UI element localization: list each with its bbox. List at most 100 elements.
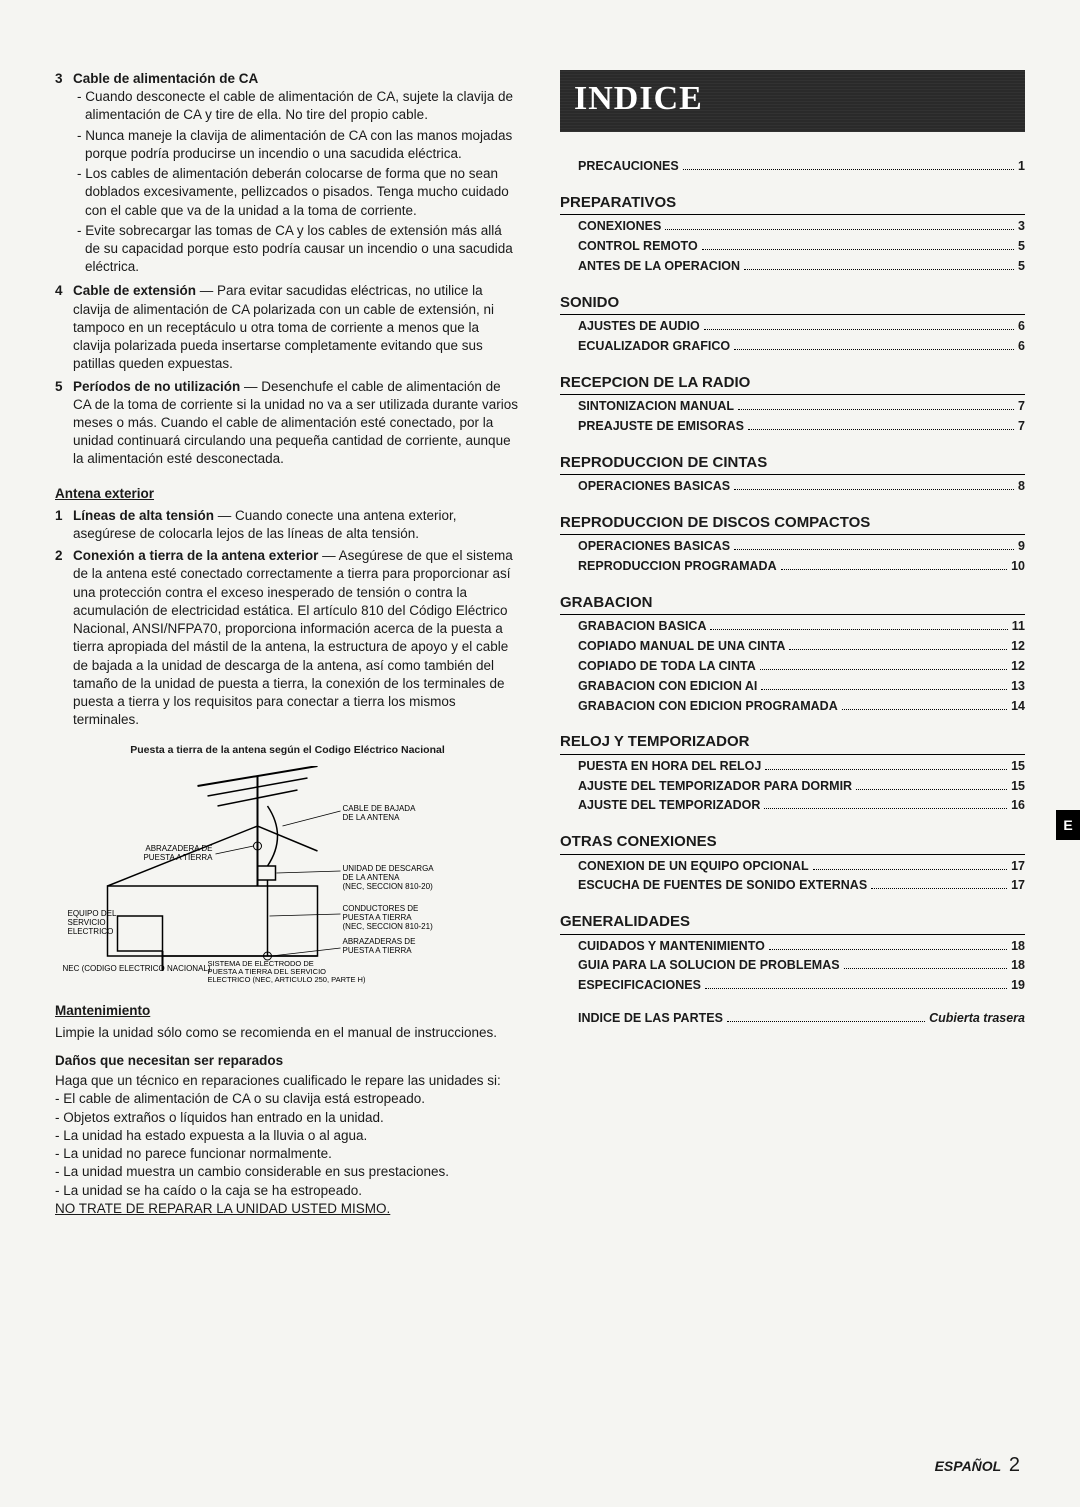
danos-bullet: - El cable de alimentación de CA o su cl… [55, 1090, 520, 1108]
toc-line: GUIA PARA LA SOLUCION DE PROBLEMAS 18 [560, 957, 1025, 974]
toc-page: Cubierta trasera [929, 1010, 1025, 1027]
toc-dots [813, 869, 1008, 870]
toc-label: ESCUCHA DE FUENTES DE SONIDO EXTERNAS [578, 877, 867, 894]
lbl-cable: CABLE DE BAJADADE LA ANTENA [343, 804, 417, 822]
danos-bullet: - La unidad no parece funcionar normalme… [55, 1145, 520, 1163]
mantenimiento-text: Limpie la unidad sólo como se recomienda… [55, 1024, 520, 1042]
toc-label: GUIA PARA LA SOLUCION DE PROBLEMAS [578, 957, 840, 974]
svg-text:SISTEMA DE ELECTRODO DEPUESTA: SISTEMA DE ELECTRODO DEPUESTA A TIERRA D… [208, 959, 366, 984]
item-5-num: 5 [55, 378, 73, 469]
danos-bullet: - Objetos extraños o líquidos han entrad… [55, 1109, 520, 1127]
toc-label: SINTONIZACION MANUAL [578, 398, 734, 415]
toc-label: ESPECIFICACIONES [578, 977, 701, 994]
toc-line: PREAJUSTE DE EMISORAS 7 [560, 418, 1025, 435]
toc-label: PUESTA EN HORA DEL RELOJ [578, 758, 761, 775]
toc-dots [748, 429, 1014, 430]
diagram-caption: Puesta a tierra de la antena según el Co… [55, 743, 520, 757]
toc-page: 18 [1011, 957, 1025, 974]
item-3-num: 3 [55, 70, 73, 278]
toc-page: 10 [1011, 558, 1025, 575]
toc-dots [871, 888, 1007, 889]
item-4-num: 4 [55, 282, 73, 373]
antena-heading: Antena exterior [55, 485, 520, 503]
toc-dots [734, 349, 1014, 350]
item-5: 5 Períodos de no utilización — Desenchuf… [55, 378, 520, 469]
toc-dots [734, 549, 1014, 550]
toc-label: PREAJUSTE DE EMISORAS [578, 418, 744, 435]
toc-dots [727, 1021, 925, 1022]
toc-label: AJUSTES DE AUDIO [578, 318, 700, 335]
toc-section-title: OTRAS CONEXIONES [560, 832, 1025, 854]
danos-bullet: - La unidad muestra un cambio considerab… [55, 1163, 520, 1181]
toc-line: SINTONIZACION MANUAL 7 [560, 398, 1025, 415]
svg-text:EQUIPO DELSERVICIOELECTRICO: EQUIPO DELSERVICIOELECTRICO [68, 909, 117, 936]
toc-label: COPIADO DE TODA LA CINTA [578, 658, 756, 675]
toc-section-title: SONIDO [560, 293, 1025, 315]
mantenimiento-heading: Mantenimiento [55, 1002, 520, 1020]
toc-label: ECUALIZADOR GRAFICO [578, 338, 730, 355]
toc-dots [844, 968, 1008, 969]
toc-section-title: GENERALIDADES [560, 912, 1025, 934]
toc-page: 5 [1018, 258, 1025, 275]
toc-label: CONEXION DE UN EQUIPO OPCIONAL [578, 858, 809, 875]
toc-section-title: REPRODUCCION DE DISCOS COMPACTOS [560, 513, 1025, 535]
toc-label: REPRODUCCION PROGRAMADA [578, 558, 777, 575]
antena-1-num: 1 [55, 507, 73, 543]
item-3-bullet: - Cuando desconecte el cable de alimenta… [73, 88, 520, 124]
toc-page: 7 [1018, 398, 1025, 415]
antena-item-2: 2 Conexión a tierra de la antena exterio… [55, 547, 520, 729]
toc-page: 1 [1018, 158, 1025, 175]
antena-2-title: Conexión a tierra de la antena exterior [73, 548, 318, 563]
toc-page: 14 [1011, 698, 1025, 715]
toc-line: ECUALIZADOR GRAFICO6 [560, 338, 1025, 355]
toc-indice-partes: INDICE DE LAS PARTES Cubierta trasera [560, 1010, 1025, 1027]
toc-line: CONEXION DE UN EQUIPO OPCIONAL17 [560, 858, 1025, 875]
toc-line: COPIADO DE TODA LA CINTA12 [560, 658, 1025, 675]
toc-line: CUIDADOS Y MANTENIMIENTO18 [560, 938, 1025, 955]
toc-dots [738, 409, 1014, 410]
toc-page: 6 [1018, 318, 1025, 335]
left-column: 3 Cable de alimentación de CA - Cuando d… [55, 70, 520, 1218]
danos-intro: Haga que un técnico en reparaciones cual… [55, 1072, 520, 1090]
toc-dots [702, 249, 1014, 250]
svg-text:UNIDAD DE DESCARGADE LA ANTENA: UNIDAD DE DESCARGADE LA ANTENA(NEC, SECC… [343, 864, 435, 891]
toc-page: 7 [1018, 418, 1025, 435]
right-column: INDICE PRECAUCIONES 1 PREPARATIVOSCONEXI… [560, 70, 1025, 1218]
toc-precauciones: PRECAUCIONES 1 [560, 158, 1025, 175]
footer-page: 2 [1009, 1454, 1020, 1476]
item-3-title: Cable de alimentación de CA [73, 71, 258, 86]
item-4: 4 Cable de extensión — Para evitar sacud… [55, 282, 520, 373]
toc-dots [761, 689, 1007, 690]
toc-page: 16 [1011, 797, 1025, 814]
toc-label: AJUSTE DEL TEMPORIZADOR [578, 797, 760, 814]
item-3-bullet: - Evite sobrecargar las tomas de CA y lo… [73, 222, 520, 277]
toc-label: AJUSTE DEL TEMPORIZADOR PARA DORMIR [578, 778, 852, 795]
danos-bullet: - La unidad ha estado expuesta a la lluv… [55, 1127, 520, 1145]
toc-dots [704, 329, 1014, 330]
toc-section-title: GRABACION [560, 593, 1025, 615]
toc-page: 15 [1011, 778, 1025, 795]
item-3-bullet: - Nunca maneje la clavija de alimentació… [73, 127, 520, 163]
antena-item-1: 1 Líneas de alta tensión — Cuando conect… [55, 507, 520, 543]
toc-line: PUESTA EN HORA DEL RELOJ15 [560, 758, 1025, 775]
toc-dots [842, 709, 1007, 710]
toc-dots [765, 769, 1007, 770]
toc-page: 9 [1018, 538, 1025, 555]
item-4-title: Cable de extensión [73, 283, 196, 298]
toc-line: COPIADO MANUAL DE UNA CINTA12 [560, 638, 1025, 655]
danos-heading: Daños que necesitan ser reparados [55, 1052, 520, 1070]
toc-page: 8 [1018, 478, 1025, 495]
toc-section-title: RELOJ Y TEMPORIZADOR [560, 732, 1025, 754]
toc-dots [710, 629, 1007, 630]
toc-label: GRABACION CON EDICION PROGRAMADA [578, 698, 838, 715]
toc-line: CONTROL REMOTO5 [560, 238, 1025, 255]
toc-line: OPERACIONES BASICAS8 [560, 478, 1025, 495]
toc-page: 3 [1018, 218, 1025, 235]
toc-line: REPRODUCCION PROGRAMADA 10 [560, 558, 1025, 575]
toc-page: 12 [1011, 638, 1025, 655]
toc-line: GRABACION CON EDICION AI13 [560, 678, 1025, 695]
toc-section-title: PREPARATIVOS [560, 193, 1025, 215]
grounding-diagram: CABLE DE BAJADADE LA ANTENA ABRAZADERA D… [55, 766, 520, 986]
toc-dots [734, 489, 1014, 490]
toc-page: 19 [1011, 977, 1025, 994]
